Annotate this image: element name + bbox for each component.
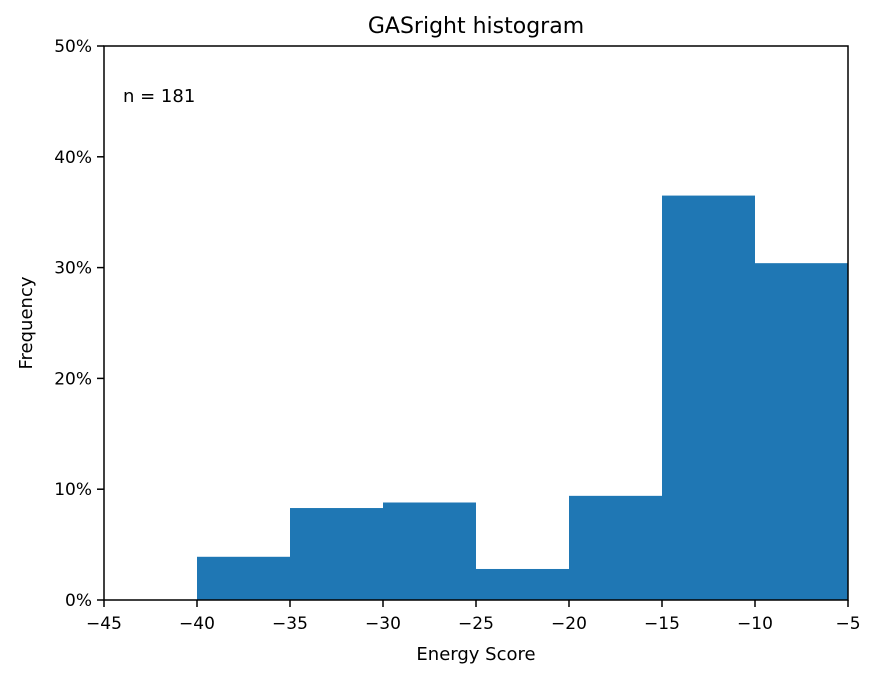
x-tick-label: −25 [458,614,494,634]
bars-group [197,195,848,600]
y-tick-label: 10% [54,480,92,500]
x-axis-label: Energy Score [416,644,535,665]
histogram-bar [383,502,476,600]
histogram-bar [197,556,290,600]
y-tick-label: 50% [54,37,92,57]
y-tick-label: 0% [65,591,92,611]
x-tick-label: −35 [272,614,308,634]
x-tick-label: −5 [835,614,860,634]
x-ticks-group: −45 −40 −35 −30 −25 −20 −15 −10 −5 [86,600,861,634]
histogram-bar [476,568,569,600]
x-tick-label: −20 [551,614,587,634]
x-tick-label: −30 [365,614,401,634]
y-tick-label: 20% [54,369,92,389]
histogram-bar [569,495,662,600]
histogram-bar [662,195,755,600]
histogram-bar [290,508,383,600]
y-axis-label: Frequency [16,276,37,369]
x-tick-label: −40 [179,614,215,634]
x-tick-label: −15 [644,614,680,634]
x-tick-label: −45 [86,614,122,634]
sample-size-annotation: n = 181 [123,86,195,107]
x-tick-label: −10 [737,614,773,634]
y-ticks-group: 0% 10% 20% 30% 40% 50% [54,37,104,611]
chart-title: GASright histogram [368,14,584,39]
histogram-bar [755,263,848,600]
y-tick-label: 40% [54,148,92,168]
y-tick-label: 30% [54,259,92,279]
